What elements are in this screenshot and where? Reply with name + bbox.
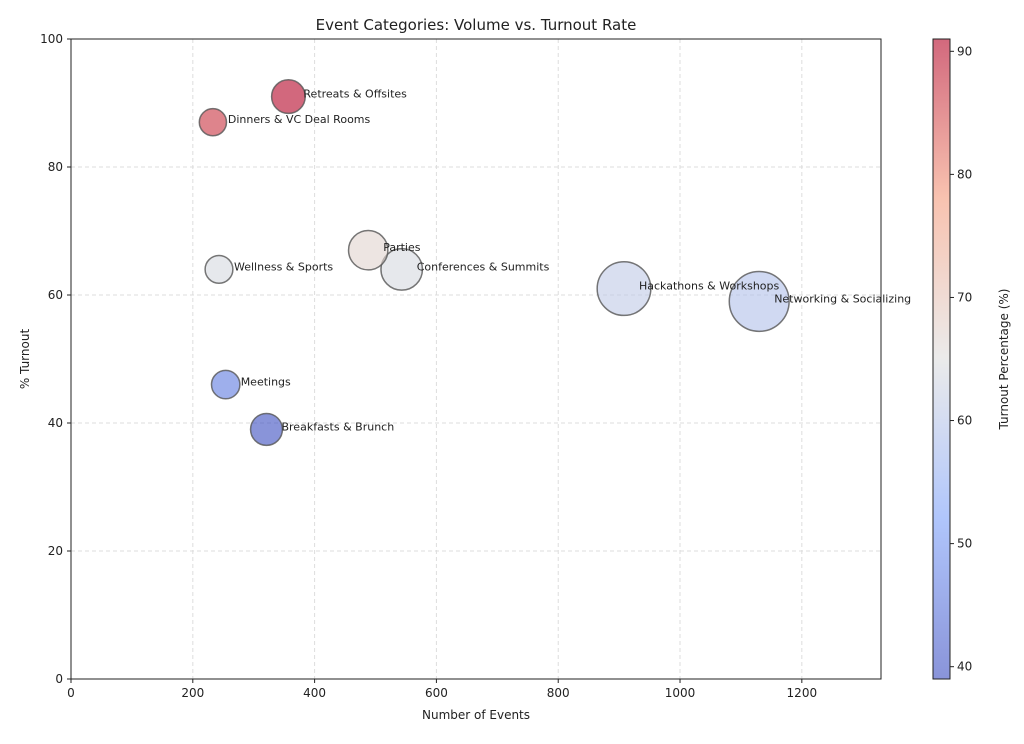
colorbar-tick-label: 80 <box>957 167 972 181</box>
bubble-label: Breakfasts & Brunch <box>281 420 394 433</box>
colorbar-label: Turnout Percentage (%) <box>997 289 1011 431</box>
y-tick-label: 80 <box>48 160 63 174</box>
y-tick-label: 0 <box>55 672 63 686</box>
chart-title: Event Categories: Volume vs. Turnout Rat… <box>316 16 637 34</box>
bubble-point <box>380 247 424 291</box>
bubbles <box>198 79 790 447</box>
bubble-labels: Retreats & Offsites Dinners & VC Deal Roo… <box>228 88 911 434</box>
x-tick-label: 1000 <box>665 686 696 700</box>
bubble-point <box>198 107 228 137</box>
bubble-point <box>596 261 652 317</box>
bubble-label: Wellness & Sports <box>234 260 333 273</box>
x-tick-label: 0 <box>67 686 75 700</box>
x-axis-label: Number of Events <box>422 708 530 722</box>
x-tick-label: 600 <box>425 686 448 700</box>
x-tick-label: 800 <box>547 686 570 700</box>
bubble-point <box>347 229 389 271</box>
bubble-label: Retreats & Offsites <box>303 88 407 101</box>
y-tick-label: 40 <box>48 416 63 430</box>
bubble-label: Dinners & VC Deal Rooms <box>228 113 371 126</box>
y-tick-label: 20 <box>48 544 63 558</box>
bubble-point <box>204 254 234 285</box>
grid <box>71 39 881 679</box>
y-tick-label: 100 <box>40 32 63 46</box>
bubble-label: Hackathons & Workshops <box>639 280 780 293</box>
bubble-label: Networking & Socializing <box>774 292 911 305</box>
bubble-point <box>249 412 284 447</box>
x-tick-label: 200 <box>181 686 204 700</box>
bubble-label: Meetings <box>241 376 291 389</box>
x-ticks: 0 200 400 600 800 1000 1200 <box>67 679 817 700</box>
y-tick-label: 60 <box>48 288 63 302</box>
bubble-point <box>210 369 241 400</box>
plot-frame <box>70 38 882 680</box>
colorbar-tick-label: 70 <box>957 290 972 304</box>
x-tick-label: 400 <box>303 686 326 700</box>
x-tick-label: 1200 <box>787 686 818 700</box>
colorbar-tick-label: 60 <box>957 414 972 428</box>
bubble-label: Parties <box>383 241 421 254</box>
colorbar-tick-label: 50 <box>957 537 972 551</box>
colorbar-tick-label: 40 <box>957 660 972 674</box>
bubble-label: Conferences & Summits <box>417 260 550 273</box>
bubble-point <box>270 79 306 115</box>
y-axis-label: % Turnout <box>18 329 32 390</box>
colorbar <box>932 38 951 680</box>
colorbar-tick-label: 90 <box>957 44 972 58</box>
bubble-point <box>728 270 790 333</box>
colorbar-ticks: 40 50 60 70 80 90 <box>950 44 972 674</box>
y-ticks: 0 20 40 60 80 100 <box>40 32 71 686</box>
